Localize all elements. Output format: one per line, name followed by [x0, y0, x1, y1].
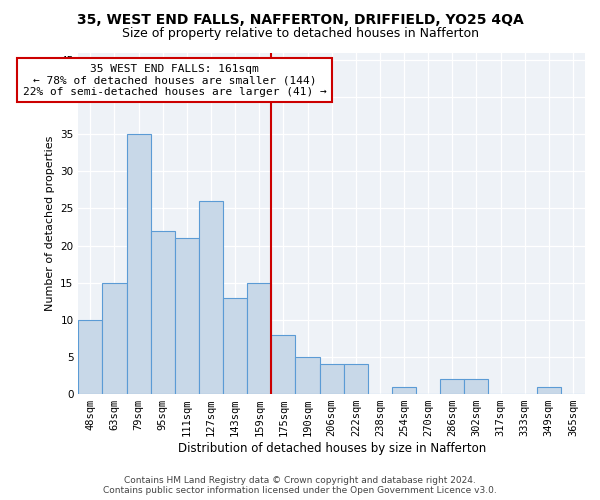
Bar [295, 357, 320, 394]
Bar [103, 282, 127, 394]
Bar [344, 364, 368, 394]
Bar [320, 364, 344, 394]
Y-axis label: Number of detached properties: Number of detached properties [44, 136, 55, 311]
Bar [247, 282, 271, 394]
Bar [464, 379, 488, 394]
Bar [392, 386, 416, 394]
Bar [151, 230, 175, 394]
Bar [440, 379, 464, 394]
Bar [175, 238, 199, 394]
Text: 35, WEST END FALLS, NAFFERTON, DRIFFIELD, YO25 4QA: 35, WEST END FALLS, NAFFERTON, DRIFFIELD… [77, 12, 523, 26]
Bar [79, 320, 103, 394]
X-axis label: Distribution of detached houses by size in Nafferton: Distribution of detached houses by size … [178, 442, 486, 455]
Bar [537, 386, 561, 394]
Text: 35 WEST END FALLS: 161sqm
← 78% of detached houses are smaller (144)
22% of semi: 35 WEST END FALLS: 161sqm ← 78% of detac… [23, 64, 326, 97]
Text: Contains HM Land Registry data © Crown copyright and database right 2024.
Contai: Contains HM Land Registry data © Crown c… [103, 476, 497, 495]
Bar [199, 201, 223, 394]
Text: Size of property relative to detached houses in Nafferton: Size of property relative to detached ho… [121, 28, 479, 40]
Bar [127, 134, 151, 394]
Bar [223, 298, 247, 394]
Bar [271, 334, 295, 394]
